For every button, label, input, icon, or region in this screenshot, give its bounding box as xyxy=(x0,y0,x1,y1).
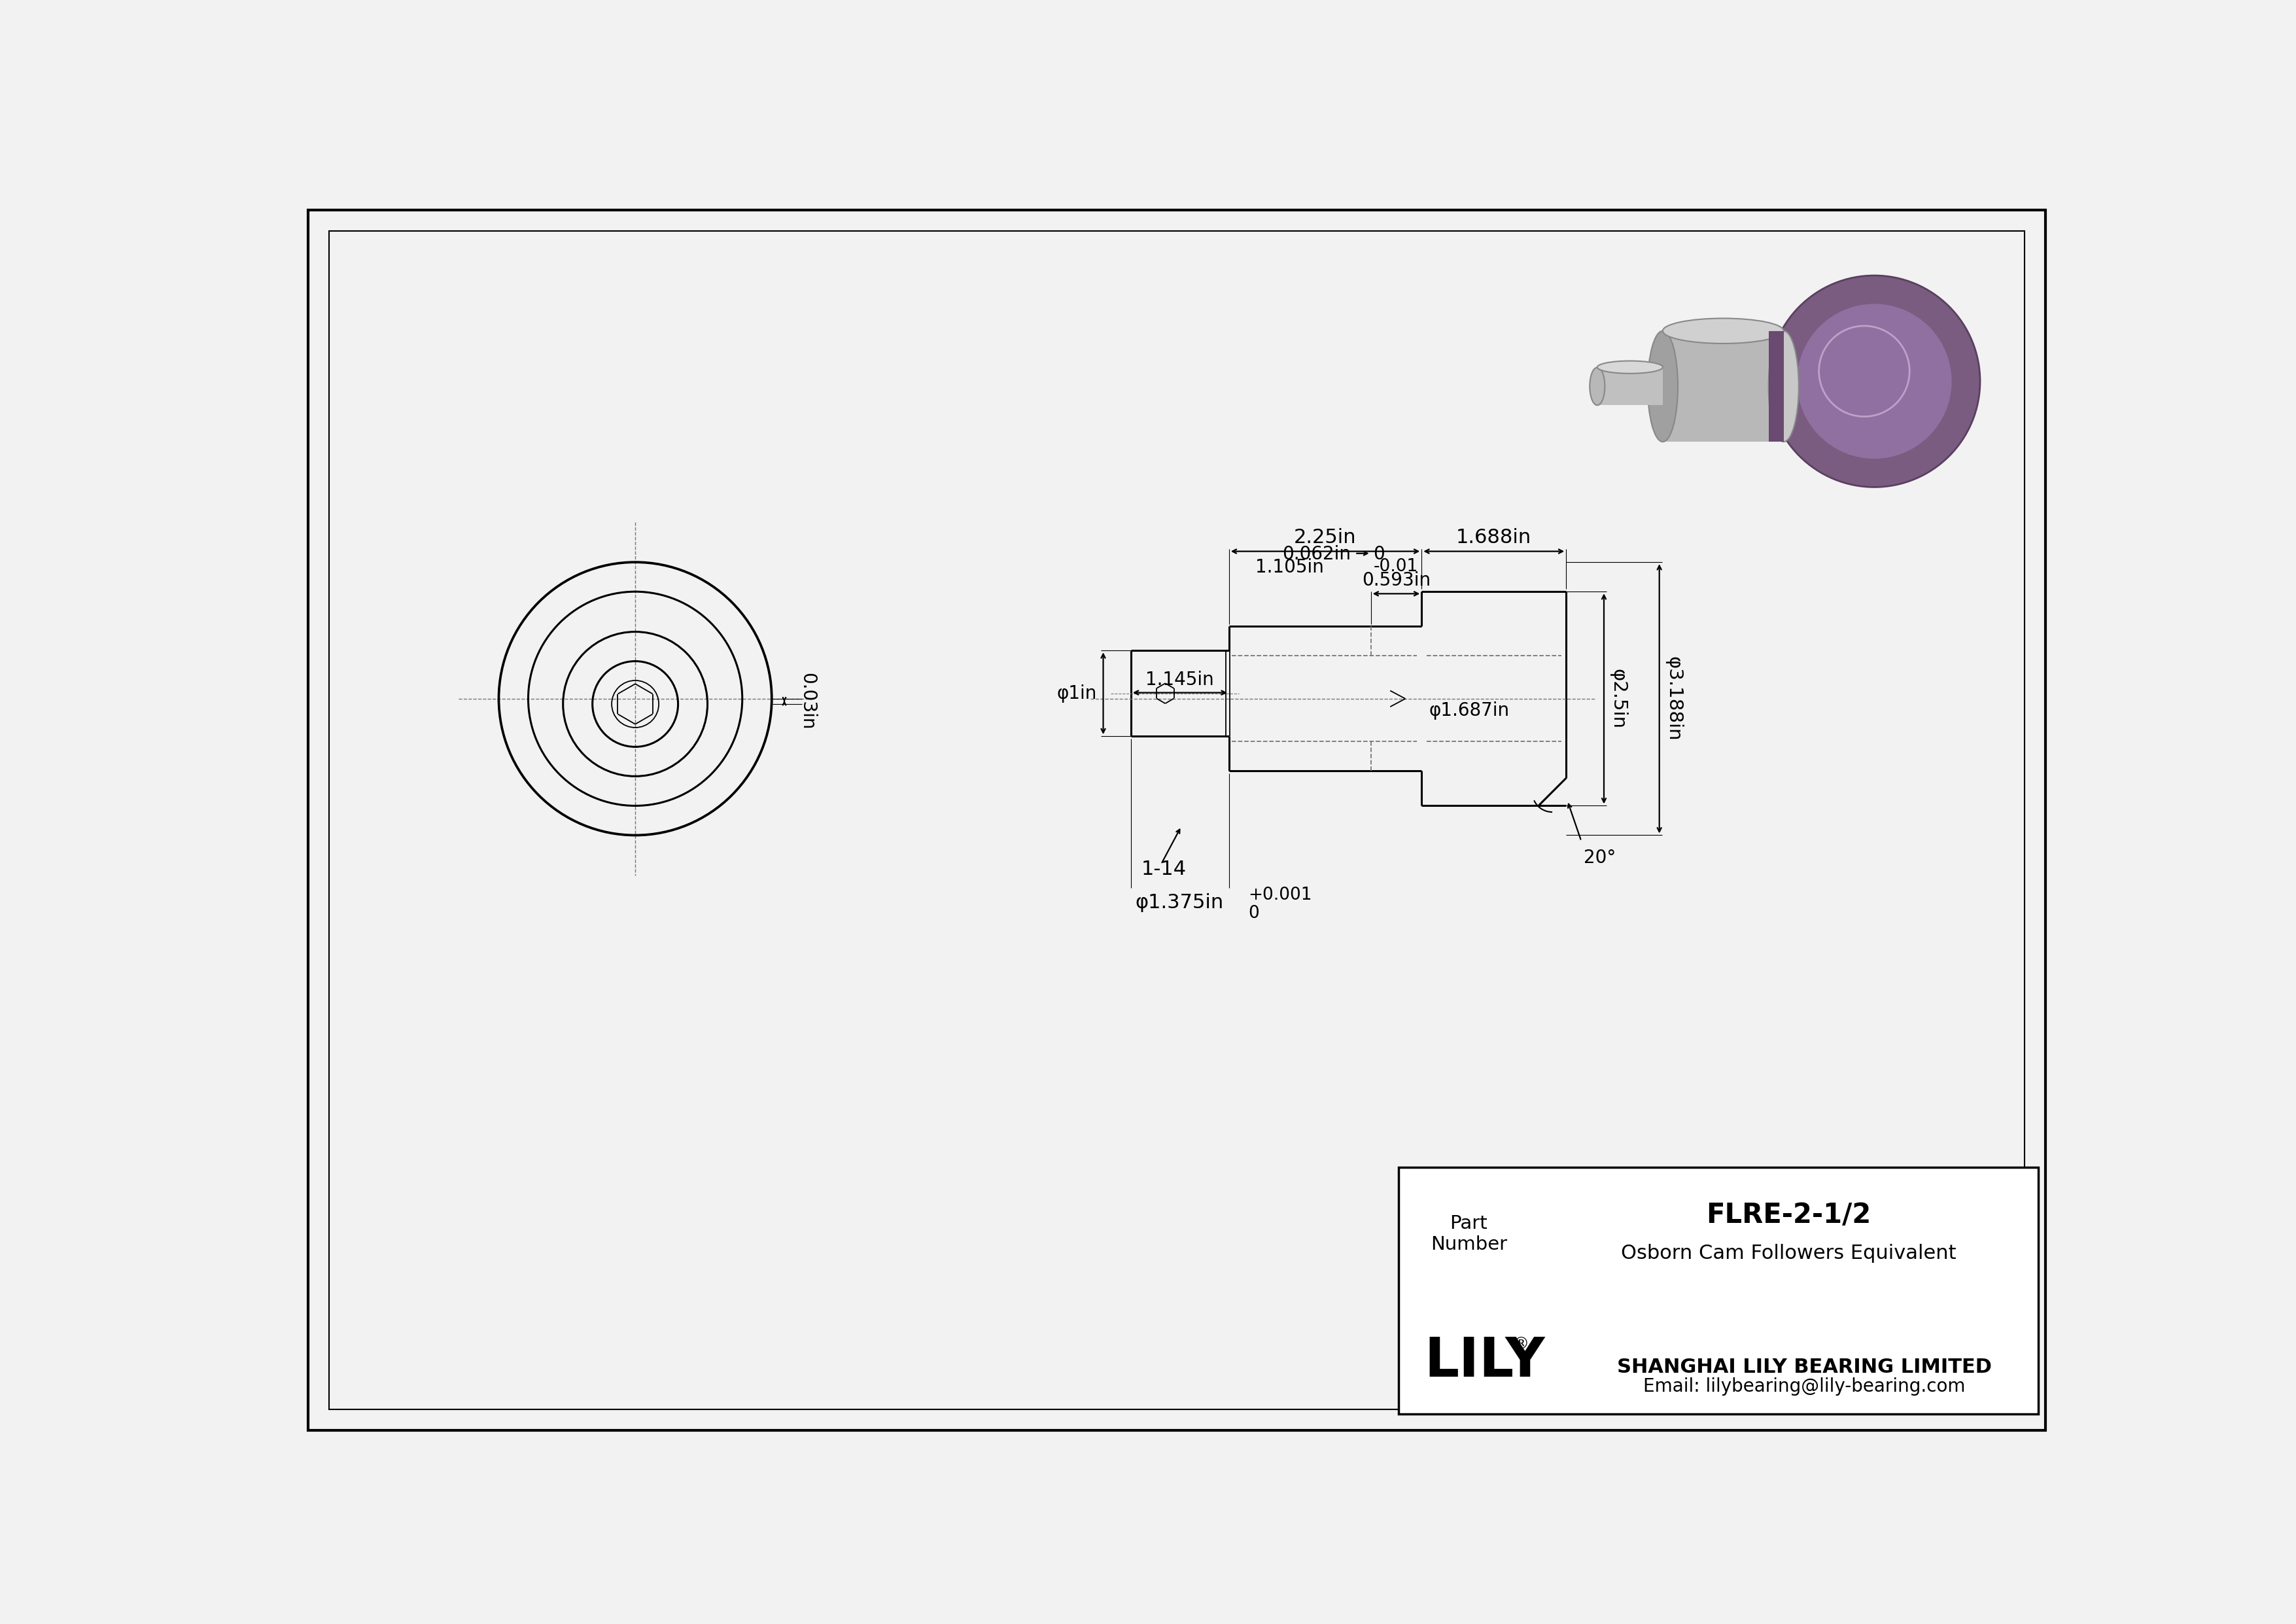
Text: 0.03in: 0.03in xyxy=(797,672,815,729)
Text: φ1.375in: φ1.375in xyxy=(1134,893,1224,913)
Bar xyxy=(1598,367,1662,404)
Ellipse shape xyxy=(1598,361,1662,374)
Ellipse shape xyxy=(1795,304,1952,460)
Bar xyxy=(1768,331,1784,442)
Text: LILY: LILY xyxy=(1424,1335,1545,1389)
Ellipse shape xyxy=(1768,331,1798,442)
Text: Osborn Cam Followers Equivalent: Osborn Cam Followers Equivalent xyxy=(1621,1244,1956,1262)
Bar xyxy=(1398,1168,2039,1415)
Text: SHANGHAI LILY BEARING LIMITED: SHANGHAI LILY BEARING LIMITED xyxy=(1616,1358,1993,1377)
Text: φ3.188in: φ3.188in xyxy=(1665,656,1683,741)
Text: φ1in: φ1in xyxy=(1056,684,1097,703)
Text: 0: 0 xyxy=(1249,905,1258,922)
Text: 20°: 20° xyxy=(1584,849,1616,867)
Text: 1.105in: 1.105in xyxy=(1256,559,1322,577)
Text: Part
Number: Part Number xyxy=(1430,1215,1506,1254)
Text: φ1.687in: φ1.687in xyxy=(1428,702,1511,719)
Ellipse shape xyxy=(1768,276,1979,487)
Text: 0.062in: 0.062in xyxy=(1281,546,1350,564)
Text: ®: ® xyxy=(1513,1337,1529,1353)
Ellipse shape xyxy=(1589,367,1605,406)
Text: FLRE-2-1/2: FLRE-2-1/2 xyxy=(1706,1202,1871,1228)
Text: φ2.5in: φ2.5in xyxy=(1609,669,1628,729)
Text: 0.593in: 0.593in xyxy=(1362,572,1430,590)
Text: 0: 0 xyxy=(1373,546,1384,564)
Text: +0.001: +0.001 xyxy=(1249,887,1311,903)
Bar xyxy=(1662,331,1784,442)
Text: 1.145in: 1.145in xyxy=(1146,671,1215,689)
Text: 1-14: 1-14 xyxy=(1141,859,1187,879)
Ellipse shape xyxy=(1649,331,1678,442)
Text: 2.25in: 2.25in xyxy=(1295,528,1357,547)
Text: -0.01: -0.01 xyxy=(1373,559,1419,575)
Text: 1.688in: 1.688in xyxy=(1456,528,1531,547)
Ellipse shape xyxy=(1662,318,1784,344)
Text: Email: lilybearing@lily-bearing.com: Email: lilybearing@lily-bearing.com xyxy=(1644,1377,1965,1395)
